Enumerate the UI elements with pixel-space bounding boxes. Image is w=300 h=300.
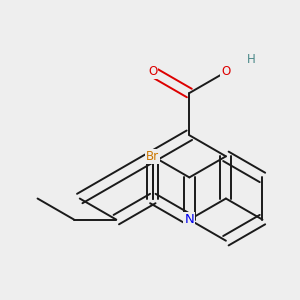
Text: N: N (184, 213, 194, 226)
Text: H: H (247, 53, 256, 66)
Text: O: O (221, 65, 230, 78)
Text: O: O (148, 65, 158, 78)
Text: Br: Br (146, 150, 159, 163)
